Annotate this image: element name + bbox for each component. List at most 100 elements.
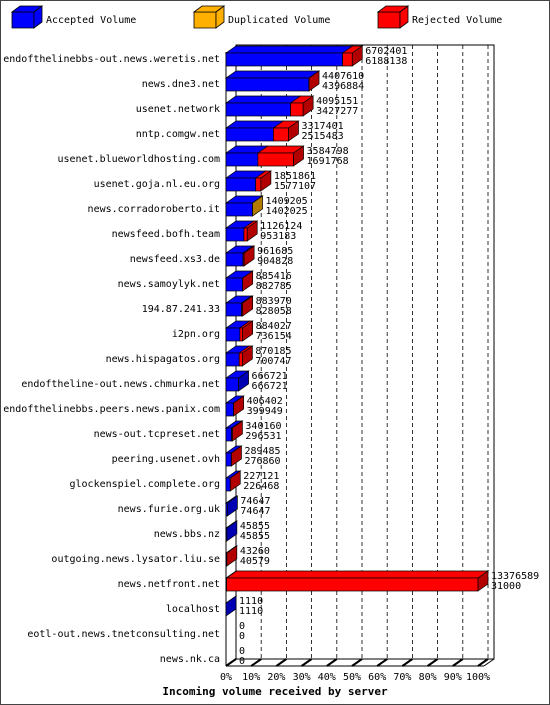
value-label: 0	[239, 646, 245, 657]
bar-side-shade	[242, 296, 253, 316]
value-label: 4396884	[322, 81, 364, 92]
y-tick-label: glockenspiel.complete.org	[69, 479, 220, 490]
value-label: 3584798	[307, 146, 349, 157]
bar-side-shade	[242, 346, 253, 366]
y-tick-label: i2pn.org	[172, 329, 220, 340]
legend-swatch-side	[399, 5, 409, 29]
y-tick-label: endofthelinebbs.peers.news.panix.com	[3, 404, 220, 415]
tick-mark	[301, 658, 313, 667]
bar	[225, 327, 241, 342]
y-tick-label: outgoing.news.lysator.liu.se	[51, 554, 220, 565]
bar-side-shade	[293, 146, 304, 166]
y-tick-label: news.corradoroberto.it	[88, 204, 220, 215]
legend-swatch	[11, 11, 35, 29]
bar	[225, 227, 245, 242]
value-label: 4095151	[316, 96, 358, 107]
value-label: 406402	[247, 396, 283, 407]
value-label: 1110	[239, 596, 263, 607]
y-tick-label: news.samoylyk.net	[118, 279, 220, 290]
value-label: 40579	[240, 556, 270, 567]
bar-side-shade	[242, 271, 253, 291]
bar	[225, 177, 257, 192]
bar-side	[252, 195, 263, 217]
value-label: 904828	[257, 256, 293, 267]
bar-side-shade	[226, 521, 237, 541]
value-label: 74647	[240, 506, 270, 517]
legend-swatch-side	[33, 5, 43, 29]
bar	[225, 77, 310, 92]
bar-top	[224, 45, 354, 54]
y-tick-label: usenet.network	[136, 104, 220, 115]
y-tick-label: usenet.goja.nl.eu.org	[94, 179, 220, 190]
bar-side-shade	[352, 46, 363, 66]
y-tick-label: news-out.tcpreset.net	[94, 429, 220, 440]
value-label: 828058	[256, 306, 292, 317]
value-label: 0	[239, 621, 245, 632]
bar-side	[242, 345, 253, 367]
value-label: 883970	[256, 296, 292, 307]
bar	[290, 102, 304, 117]
bar-side	[293, 145, 304, 167]
bar-side-shade	[260, 171, 271, 191]
axis-line	[483, 658, 495, 667]
bar-side	[242, 320, 254, 342]
bar	[226, 577, 479, 592]
bar	[225, 52, 343, 67]
value-label: 4407610	[322, 71, 364, 82]
y-tick-label: news.furie.org.uk	[118, 504, 220, 515]
bar	[225, 252, 244, 267]
bar	[225, 202, 253, 217]
bar-side-shade	[309, 71, 320, 91]
bar	[243, 227, 248, 242]
bar	[225, 152, 259, 167]
value-label: 953183	[260, 231, 296, 242]
bar-top	[224, 95, 302, 104]
bar	[238, 352, 243, 367]
x-tick-label: 60%	[368, 672, 386, 683]
bar-side	[229, 470, 241, 492]
value-label: 340160	[245, 421, 281, 432]
y-tick-label: endoftheline-out.news.chmurka.net	[21, 379, 220, 390]
value-label: 226468	[243, 481, 279, 492]
bar-side-shade	[252, 196, 263, 216]
y-tick-label: usenet.blueworldhosting.com	[57, 154, 220, 165]
value-label: 884027	[256, 321, 292, 332]
value-label: 3427277	[316, 106, 358, 117]
value-label: 13376589	[491, 571, 539, 582]
bar-side	[288, 120, 299, 142]
value-label: 45855	[240, 531, 270, 542]
value-label: 961685	[257, 246, 293, 257]
value-label: 1691768	[307, 156, 349, 167]
x-axis-title: Incoming volume received by server	[162, 685, 388, 698]
bar-side-shade	[226, 546, 237, 566]
bar-side	[242, 295, 254, 317]
x-tick-label: 70%	[393, 672, 411, 683]
bar	[225, 377, 239, 392]
tick-mark	[326, 658, 338, 667]
value-label: 3317401	[301, 121, 343, 132]
value-label: 45855	[240, 521, 270, 532]
value-label: 6702401	[365, 46, 407, 57]
tick-mark	[477, 658, 489, 667]
value-label: 666721	[252, 381, 288, 392]
tick-mark	[376, 658, 388, 667]
bar	[225, 477, 231, 492]
value-label: 1409205	[266, 196, 308, 207]
bar	[225, 277, 243, 292]
bar	[225, 402, 234, 417]
bar-side	[225, 595, 237, 617]
legend-swatch	[193, 11, 217, 29]
legend-label: Duplicated Volume	[228, 15, 330, 26]
value-label: 1110	[239, 606, 263, 617]
legend-swatch-side	[215, 5, 225, 29]
value-label: 6188138	[365, 56, 407, 67]
x-tick-label: 40%	[318, 672, 336, 683]
value-label: 1402025	[266, 206, 308, 217]
bar-side	[226, 545, 238, 567]
bar-side	[233, 395, 245, 417]
tick-mark	[351, 658, 363, 667]
y-tick-label: peering.usenet.ovh	[112, 454, 220, 465]
x-tick-label: 20%	[267, 672, 285, 683]
bar-side-shade	[238, 371, 249, 391]
y-tick-label: localhost	[166, 604, 220, 615]
